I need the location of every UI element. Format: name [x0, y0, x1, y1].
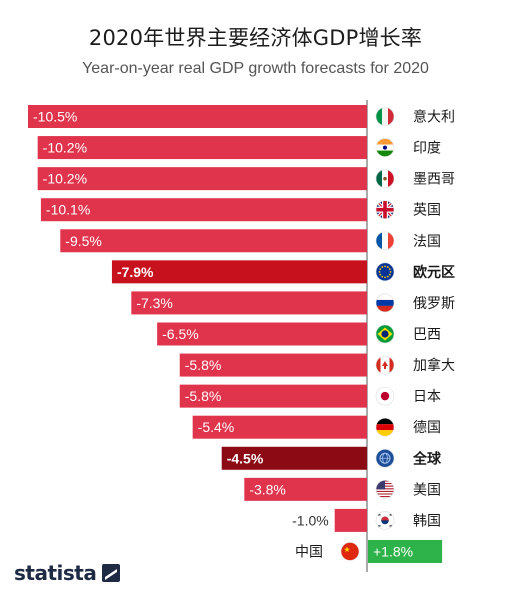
bar-value-label: -10.5% — [33, 109, 77, 125]
in-flag-icon — [375, 138, 395, 157]
kr-flag-icon — [375, 511, 395, 530]
bar-value-label: -10.2% — [43, 171, 87, 187]
globe-icon — [375, 448, 395, 468]
jp-flag-icon — [375, 386, 395, 406]
de-flag-icon — [375, 417, 395, 437]
category-label: 中国 — [295, 544, 323, 560]
br-flag-icon — [375, 324, 395, 344]
bar — [37, 167, 367, 191]
category-label: 德国 — [413, 420, 441, 436]
bar — [111, 260, 367, 284]
bar — [192, 415, 367, 439]
bar — [60, 229, 368, 253]
it-flag-icon — [375, 107, 395, 126]
bar — [157, 322, 367, 346]
category-label: 全球 — [412, 450, 442, 467]
ca-flag-icon — [375, 355, 395, 375]
bar-value-label: -1.0% — [292, 512, 329, 528]
cn-flag-icon — [340, 542, 360, 561]
category-label: 美国 — [413, 482, 441, 498]
bar-value-label: -4.5% — [227, 450, 264, 466]
bar-value-label: -6.5% — [162, 326, 199, 342]
category-label: 俄罗斯 — [413, 296, 455, 312]
chart-title: 2020年世界主要经济体GDP增长率 — [88, 26, 423, 50]
bar-value-label: -9.5% — [65, 233, 102, 249]
bar-value-label: -10.1% — [46, 202, 90, 218]
bar — [221, 446, 367, 470]
bar — [179, 353, 367, 377]
bar-value-label: -3.8% — [249, 481, 286, 497]
gb-flag-icon — [375, 200, 395, 220]
bar — [334, 508, 367, 532]
bar — [40, 198, 368, 222]
chart-subtitle: Year-on-year real GDP growth forecasts f… — [82, 60, 429, 77]
bar-positive — [368, 539, 443, 563]
category-label: 墨西哥 — [413, 172, 455, 188]
bar — [131, 291, 367, 315]
category-label: 法国 — [413, 234, 441, 250]
category-label: 巴西 — [413, 327, 441, 343]
mx-flag-icon — [375, 169, 395, 188]
bar-value-label: -5.8% — [185, 357, 222, 373]
category-label: 日本 — [413, 389, 441, 405]
bar-value-label: -5.4% — [198, 419, 235, 435]
category-label: 韩国 — [413, 513, 441, 529]
bar — [28, 105, 367, 128]
category-label: 欧元区 — [413, 264, 455, 281]
bar-value-label: -7.3% — [136, 295, 173, 311]
category-label: 意大利 — [413, 109, 455, 126]
category-label: 印度 — [413, 141, 441, 157]
bar — [37, 136, 367, 160]
statista-logo-icon — [102, 564, 121, 582]
eu-flag-icon — [375, 262, 395, 282]
category-label: 加拿大 — [413, 357, 455, 374]
bar-value-label: -10.2% — [43, 140, 87, 156]
bar-value-label: +1.8% — [373, 543, 413, 559]
us-flag-icon — [375, 480, 395, 499]
bar-value-label: -7.9% — [117, 264, 154, 280]
ru-flag-icon — [375, 293, 395, 313]
category-label: 英国 — [413, 202, 441, 219]
fr-flag-icon — [375, 231, 395, 251]
bar — [179, 384, 367, 408]
brand-name: statista — [14, 561, 97, 585]
bar-value-label: -5.8% — [185, 388, 222, 404]
bar — [244, 477, 367, 501]
statista-logo: statista — [14, 561, 121, 585]
